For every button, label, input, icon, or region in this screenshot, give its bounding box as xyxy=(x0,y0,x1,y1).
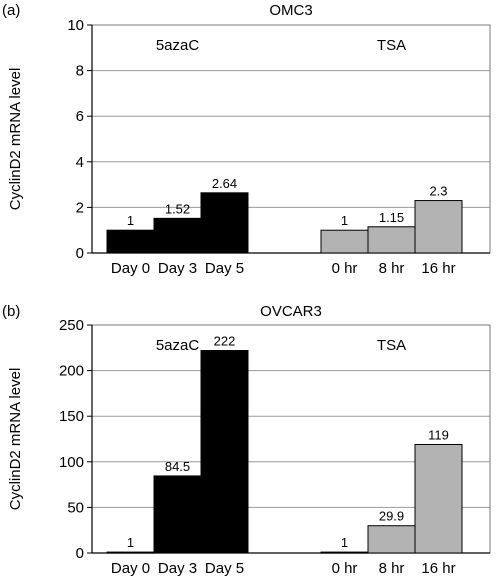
y-axis-label: CyclinD2 mRNA level xyxy=(7,68,24,211)
data-label: 1 xyxy=(341,213,348,228)
y-tick-label: 10 xyxy=(67,17,84,34)
data-label: 222 xyxy=(214,334,236,349)
chart-panel-a: (a) OMC3 0 2 4 6 8 10 CyclinD2 mRNA level 5azaC 1 D… xyxy=(2,2,491,277)
data-label: 1.15 xyxy=(379,210,404,225)
bar xyxy=(106,229,155,254)
panel-label: (b) xyxy=(2,303,20,320)
data-label: 1 xyxy=(127,213,134,228)
bar xyxy=(414,443,463,554)
data-label: 2.64 xyxy=(212,176,237,191)
x-tick-label: 8 hr xyxy=(379,560,405,577)
y-tick-label: 150 xyxy=(59,408,84,425)
y-tick-label: 0 xyxy=(76,545,84,562)
bar xyxy=(153,217,202,254)
x-tick-label: Day 3 xyxy=(158,260,197,277)
x-tick-label: Day 3 xyxy=(158,560,197,577)
x-tick-label: 16 hr xyxy=(421,260,455,277)
data-label: 1 xyxy=(127,535,134,550)
y-tick-label: 0 xyxy=(76,245,84,262)
bar xyxy=(200,192,249,254)
bar xyxy=(106,551,155,554)
y-tick-label: 4 xyxy=(76,154,84,171)
x-tick-label: Day 0 xyxy=(111,560,150,577)
bar xyxy=(200,350,249,554)
data-label: 2.3 xyxy=(429,184,447,199)
bar xyxy=(414,200,463,254)
group-label: TSA xyxy=(377,337,406,354)
y-tick-label: 2 xyxy=(76,199,84,216)
bar xyxy=(153,475,202,554)
panel-label: (a) xyxy=(2,2,20,19)
chart-title: OVCAR3 xyxy=(260,303,322,320)
bar xyxy=(367,226,416,254)
x-tick-label: 16 hr xyxy=(421,560,455,577)
data-label: 119 xyxy=(428,427,449,442)
x-tick-label: 8 hr xyxy=(379,260,405,277)
bar xyxy=(320,229,369,254)
x-tick-label: Day 5 xyxy=(205,260,244,277)
x-tick-label: Day 5 xyxy=(205,560,244,577)
y-tick-label: 6 xyxy=(76,108,84,125)
y-tick-label: 50 xyxy=(67,499,84,516)
y-tick-label: 100 xyxy=(59,454,84,471)
data-label: 29.9 xyxy=(379,509,404,524)
x-tick-label: 0 hr xyxy=(332,560,358,577)
group-label: 5azaC xyxy=(156,337,200,354)
group-label: TSA xyxy=(377,37,406,54)
chart-panel-b: (b) OVCAR3 0 50 100 150 200 250 CyclinD2 mRNA le… xyxy=(2,303,491,577)
data-label: 84.5 xyxy=(165,459,190,474)
y-tick-label: 8 xyxy=(76,63,84,80)
group-label: 5azaC xyxy=(156,37,200,54)
y-tick-label: 250 xyxy=(59,317,84,334)
data-label: 1.52 xyxy=(165,201,190,216)
y-tick-label: 200 xyxy=(59,363,84,380)
data-label: 1 xyxy=(341,535,348,550)
x-tick-label: Day 0 xyxy=(111,260,150,277)
bar xyxy=(367,525,416,554)
x-tick-label: 0 hr xyxy=(332,260,358,277)
bar xyxy=(320,551,369,554)
chart-title: OMC3 xyxy=(269,2,312,19)
y-axis-label: CyclinD2 mRNA level xyxy=(7,368,24,511)
